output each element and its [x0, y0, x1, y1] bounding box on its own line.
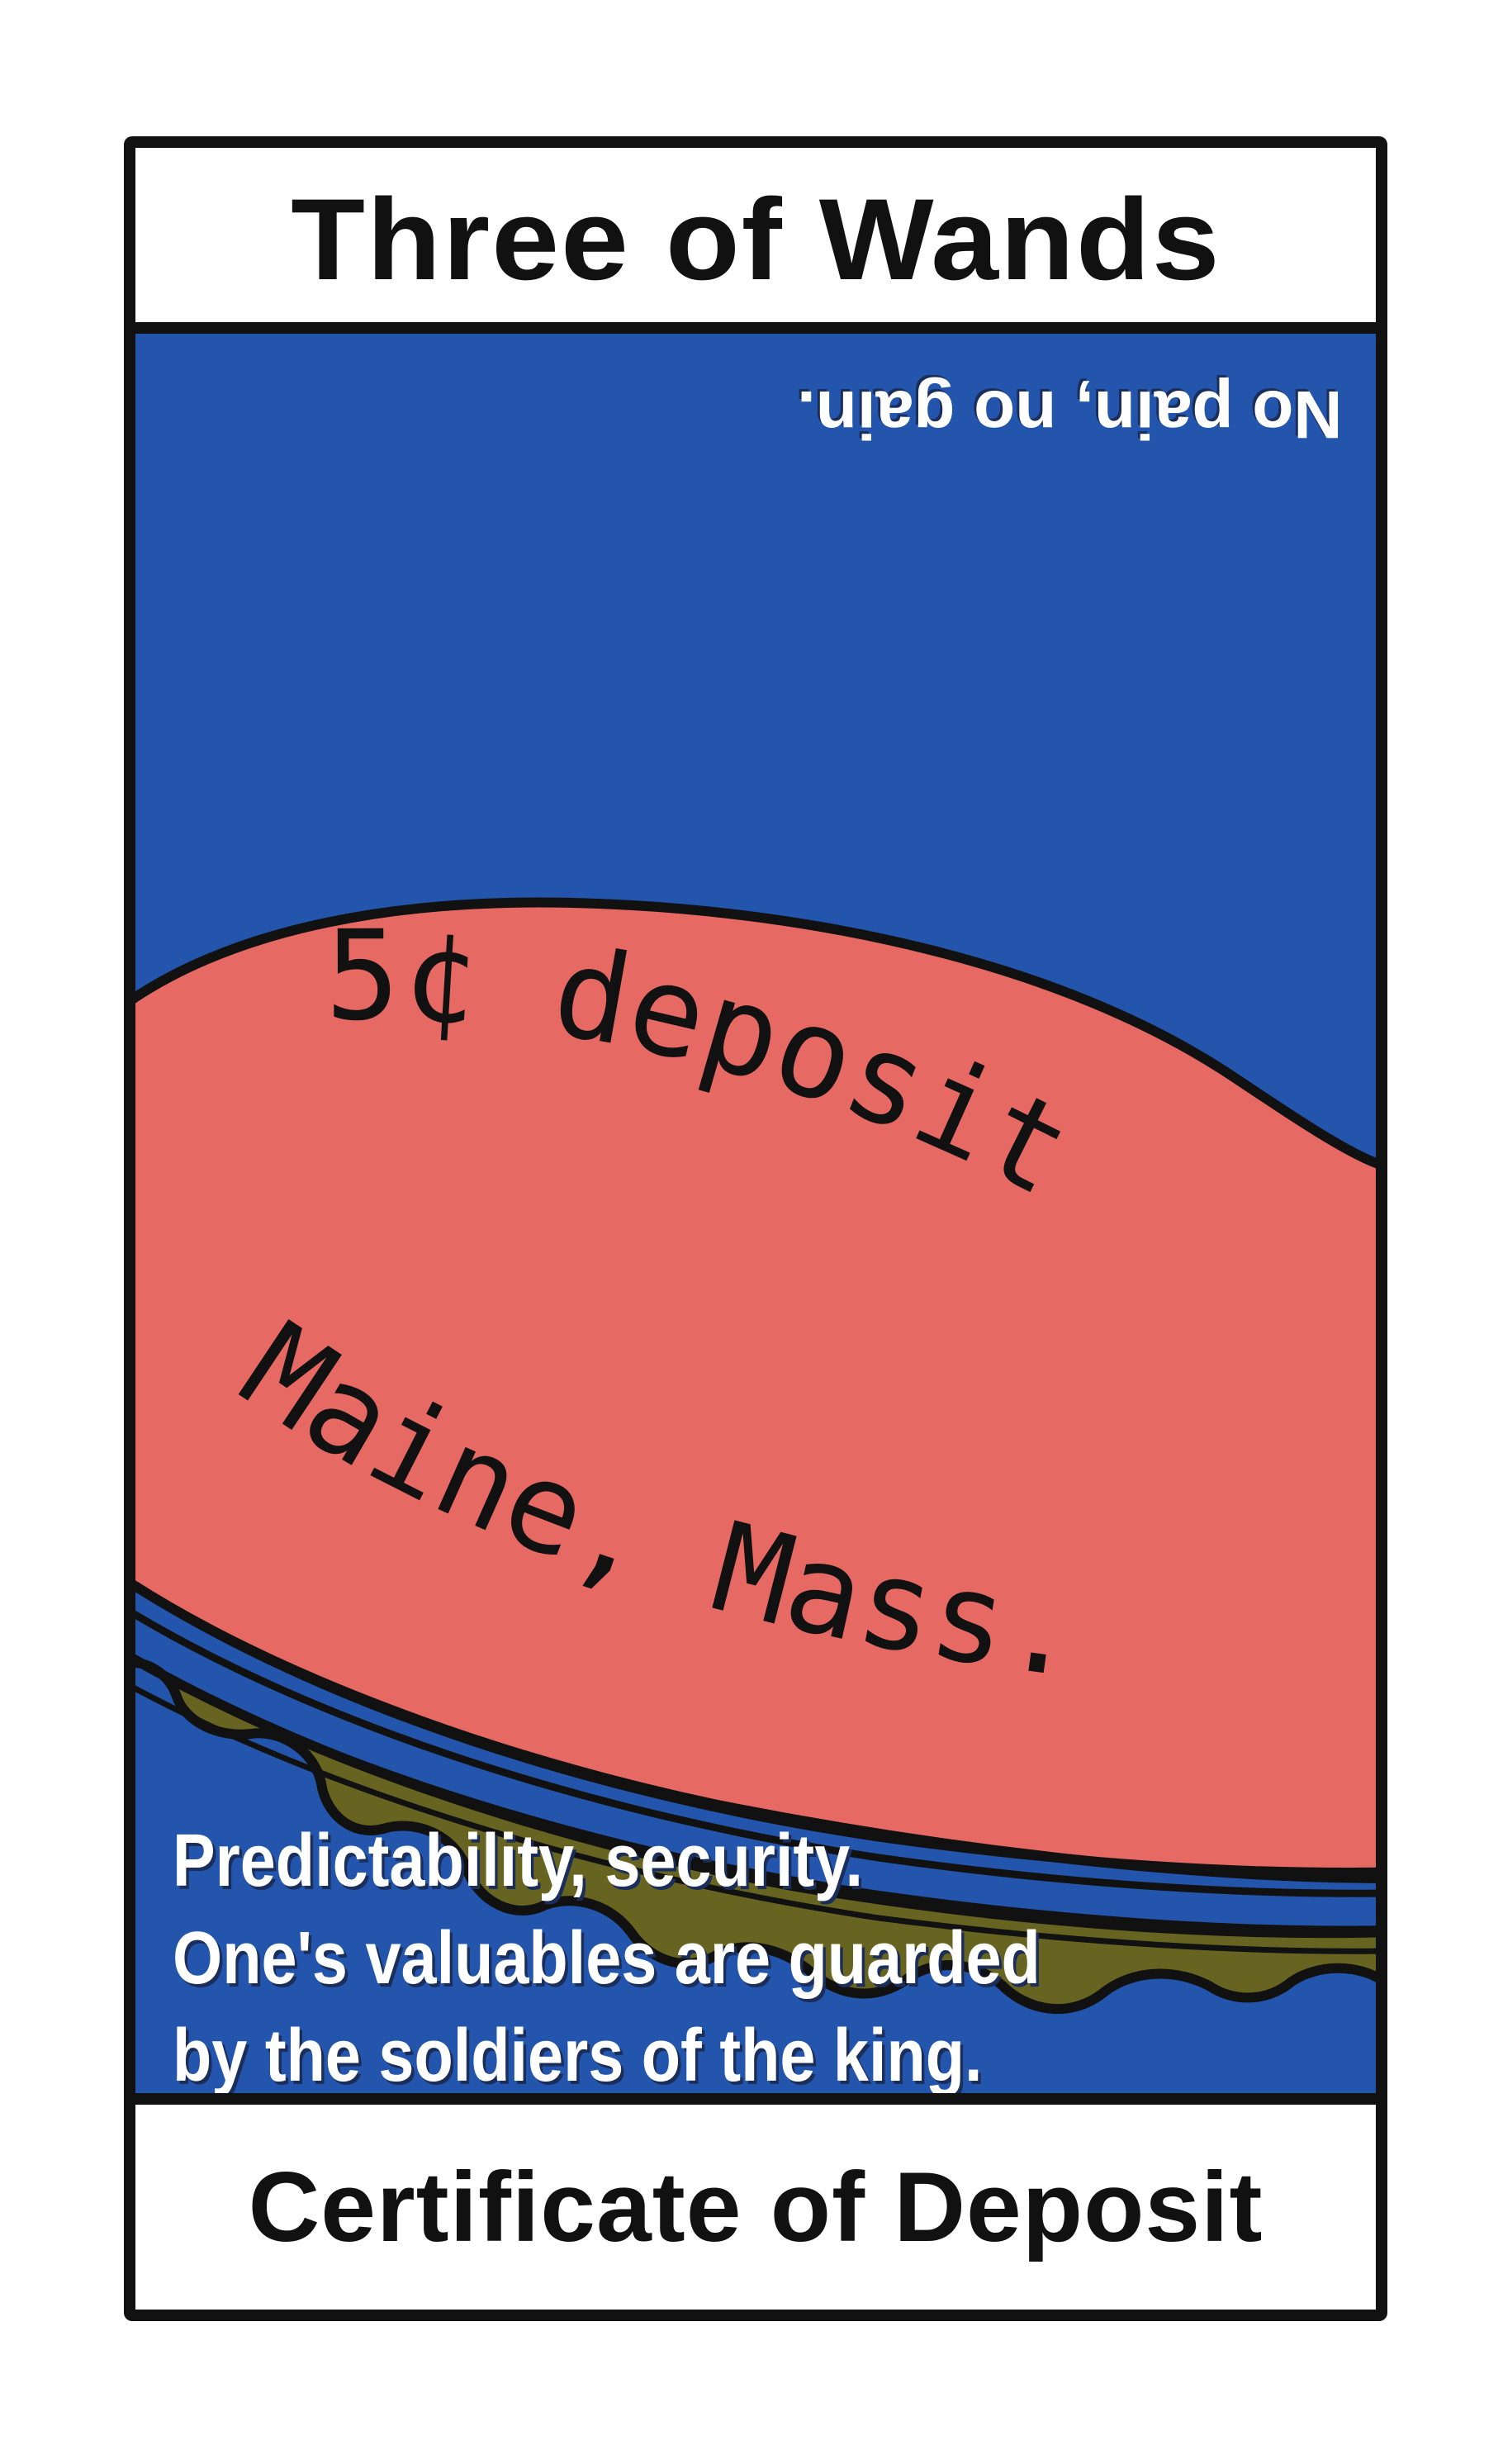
card-name: Certificate of Deposit [248, 2152, 1264, 2262]
bottle-cap-illustration: 5¢ deposit Maine, Mass. [135, 897, 1376, 2015]
title-band: Three of Wands [135, 148, 1376, 334]
reversed-meaning: No pain, no gain. [797, 377, 1343, 452]
name-band: Certificate of Deposit [135, 2093, 1376, 2310]
meaning-line: by the soldiers of the king. [173, 2015, 983, 2093]
upright-meaning: Predictability, security. One's valuable… [173, 1812, 1041, 2093]
tarot-card: Three of Wands 5¢ deposit Maine, Mass. N… [124, 136, 1387, 2321]
meaning-line: One's valuables are guarded [173, 1917, 1041, 2000]
meaning-line: Predictability, security. [173, 1820, 863, 1902]
card-illustration: 5¢ deposit Maine, Mass. No pain, no gain… [135, 334, 1376, 2093]
cap-rim [135, 1654, 1376, 2015]
card-title: Three of Wands [290, 173, 1221, 304]
